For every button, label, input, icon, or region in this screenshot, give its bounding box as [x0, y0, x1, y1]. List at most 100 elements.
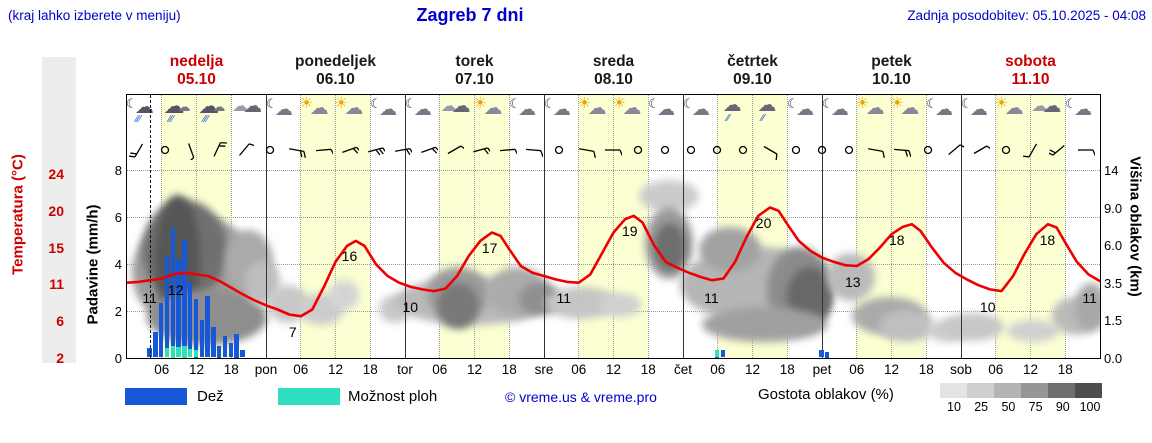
temp-value-label: 18	[888, 231, 905, 248]
icon-glyph: ☁	[865, 97, 885, 119]
day-separator	[265, 94, 267, 358]
rain-bar	[147, 348, 152, 358]
temperature-curve-layer	[126, 205, 1100, 317]
rain-bar	[819, 350, 824, 358]
density-tick-label: 10	[947, 400, 961, 414]
icon-glyph: ☁	[969, 98, 988, 119]
grid-vline	[300, 94, 302, 358]
rain-bar	[188, 282, 193, 358]
cloud-height-tick: 1.5	[1104, 313, 1123, 329]
last-update: Zadnja posodobitev: 05.10.2025 - 04:08	[907, 8, 1146, 23]
icon-glyph: ☀	[299, 94, 314, 112]
wind-barb-icon	[523, 140, 544, 160]
icon-glyph: ☁	[1074, 98, 1093, 119]
density-tick-label: 50	[1001, 400, 1016, 414]
cloud-blob	[941, 312, 1004, 341]
icon-glyph: ☾	[648, 95, 660, 111]
day-date: 10.10	[872, 71, 911, 88]
density-tick-label: 25	[974, 400, 989, 414]
temp-value-label: 11	[556, 290, 572, 307]
grid-vline	[891, 94, 892, 358]
weather-icon-partly-sunny: ☀ ☁	[578, 96, 614, 129]
grid-hline	[126, 263, 1100, 265]
temp-value-label: 11	[142, 290, 157, 307]
precip-tick: 8	[114, 163, 122, 178]
grid-vline	[717, 94, 719, 358]
icon-glyph: ☁	[344, 97, 364, 119]
wind-barb-icon	[1075, 140, 1097, 160]
icon-glyph: ☾	[960, 95, 973, 111]
x-hour-label: 06	[571, 362, 587, 377]
wind-barb-icon	[127, 140, 149, 160]
x-hour-label: 12	[1022, 362, 1039, 377]
cloud-height-tick: 14	[1104, 163, 1119, 178]
icon-glyph: ☀	[890, 94, 904, 112]
x-hour-label: 06	[849, 362, 865, 377]
rain-bar	[216, 345, 222, 358]
weather-icon-cloudy: ☁ ☁	[230, 97, 266, 129]
temp-value-label: 10	[979, 298, 996, 315]
density-segment	[1021, 383, 1048, 398]
wind-calm-icon	[996, 140, 1016, 160]
shower-bar	[176, 346, 181, 358]
x-day-label: sre	[534, 362, 554, 377]
temp-tick: 2	[56, 350, 64, 366]
rain-bar	[205, 296, 210, 358]
temp-tick: 24	[48, 166, 64, 182]
wind-calm-icon	[155, 140, 175, 160]
wind-calm-icon	[918, 140, 938, 160]
weather-icon-rain: ☁ ☁ ∕∕∕	[195, 96, 231, 129]
x-hour-label: 18	[223, 362, 239, 377]
x-day-label: tor	[397, 362, 413, 377]
icon-glyph: ☁	[134, 96, 154, 118]
weather-icon-night-cloud: ☾ ☁	[682, 97, 718, 129]
icon-glyph: ☁	[232, 97, 249, 115]
icon-glyph: ☁	[518, 98, 537, 119]
rain-bar	[164, 256, 170, 358]
icon-glyph: ☁	[413, 98, 432, 119]
icon-glyph: ☀	[473, 94, 487, 112]
wind-barb-icon	[1046, 140, 1069, 160]
shower-bar	[164, 348, 170, 358]
wind-barb-icon	[576, 140, 596, 160]
icon-glyph: ☁	[309, 97, 329, 119]
temp-value-label: 10	[402, 298, 419, 315]
icon-glyph: ☁	[830, 98, 849, 119]
density-tick-label: 75	[1028, 400, 1043, 414]
x-hour-label: 12	[188, 362, 205, 377]
temp-value-label: 11	[1082, 290, 1097, 307]
x-hour-label: 12	[605, 362, 622, 377]
cloud-blob	[698, 226, 761, 272]
cloud-height-axis-label: Višina oblakov (km)	[1126, 156, 1144, 297]
temp-value-label: 20	[755, 214, 772, 231]
weather-icon-night-cloud: ☾ ☁	[821, 97, 857, 129]
copyright-link[interactable]: © vreme.us & vreme.pro	[505, 389, 657, 405]
temp-value-label: 13	[844, 273, 861, 290]
density-tick-label: 90	[1055, 400, 1070, 414]
icon-glyph: ☀	[994, 94, 1009, 112]
weather-icon-night-rain: ☾ ☁ ∕∕∕	[127, 96, 162, 129]
wind-barb-icon	[602, 140, 623, 160]
icon-glyph: ☁	[274, 98, 293, 119]
rain-bar	[825, 351, 830, 358]
wind-barb-icon	[234, 140, 256, 160]
wind-barb-icon	[181, 140, 201, 162]
weather-icon-night-cloud: ☾ ☁	[265, 97, 301, 129]
x-hour-label: 06	[293, 362, 309, 377]
wind-barb-icon	[1022, 140, 1043, 160]
grid-vline	[613, 94, 614, 358]
rain-legend-label: Dež	[197, 388, 224, 405]
temp-tick: 20	[48, 202, 64, 219]
icon-glyph: ☾	[404, 95, 417, 111]
day-name: sreda	[592, 53, 635, 70]
x-day-label: pet	[812, 362, 832, 377]
rain-bar	[240, 350, 245, 358]
icon-glyph: ☁	[379, 98, 398, 119]
rain-bar	[176, 258, 181, 358]
icon-glyph: ∕∕	[761, 112, 765, 124]
wind-barb-icon	[313, 140, 335, 160]
icon-glyph: ☁	[796, 98, 815, 119]
cloud-blob	[1074, 282, 1100, 331]
rain-bar	[234, 334, 239, 358]
